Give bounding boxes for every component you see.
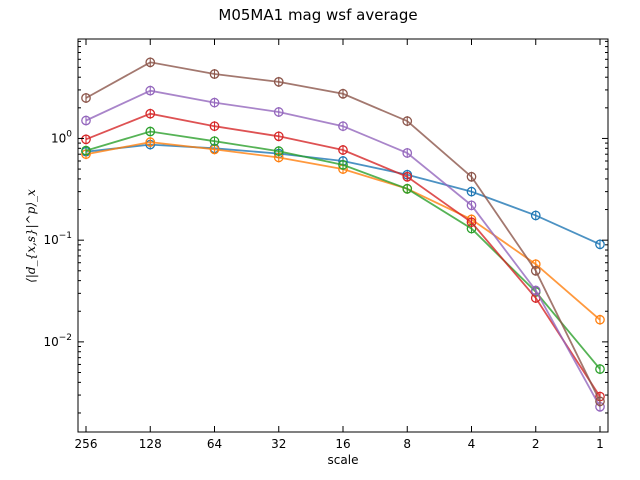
x-tick-label: 64: [207, 437, 222, 451]
chart-title: M05MA1 mag wsf average: [218, 6, 417, 24]
plot-area: [81, 57, 605, 412]
series-3: [81, 126, 605, 375]
y-axis: 10−2 10−1 100: [43, 40, 608, 414]
x-tick-label: 256: [75, 437, 98, 451]
series-6: [81, 57, 605, 407]
y-tick-label: 100: [51, 129, 72, 145]
series-line: [85, 89, 601, 408]
y-axis-label: ⟨|d_{x,s}|^p⟩_x: [24, 189, 38, 283]
x-axis: 256 128 64 32 16 8 4 2 1: [75, 39, 604, 451]
x-tick-label: 8: [403, 437, 411, 451]
series-1: [81, 139, 605, 250]
x-axis-label: scale: [328, 453, 359, 467]
series-5: [81, 85, 605, 412]
y-tick-label: 10−2: [43, 333, 72, 349]
x-tick-label: 128: [139, 437, 162, 451]
x-tick-label: 4: [468, 437, 476, 451]
x-tick-label: 2: [532, 437, 540, 451]
series-line: [85, 61, 601, 402]
x-tick-label: 1: [596, 437, 604, 451]
y-tick-label: 10−1: [43, 231, 72, 247]
x-tick-label: 32: [271, 437, 286, 451]
x-tick-label: 16: [335, 437, 350, 451]
